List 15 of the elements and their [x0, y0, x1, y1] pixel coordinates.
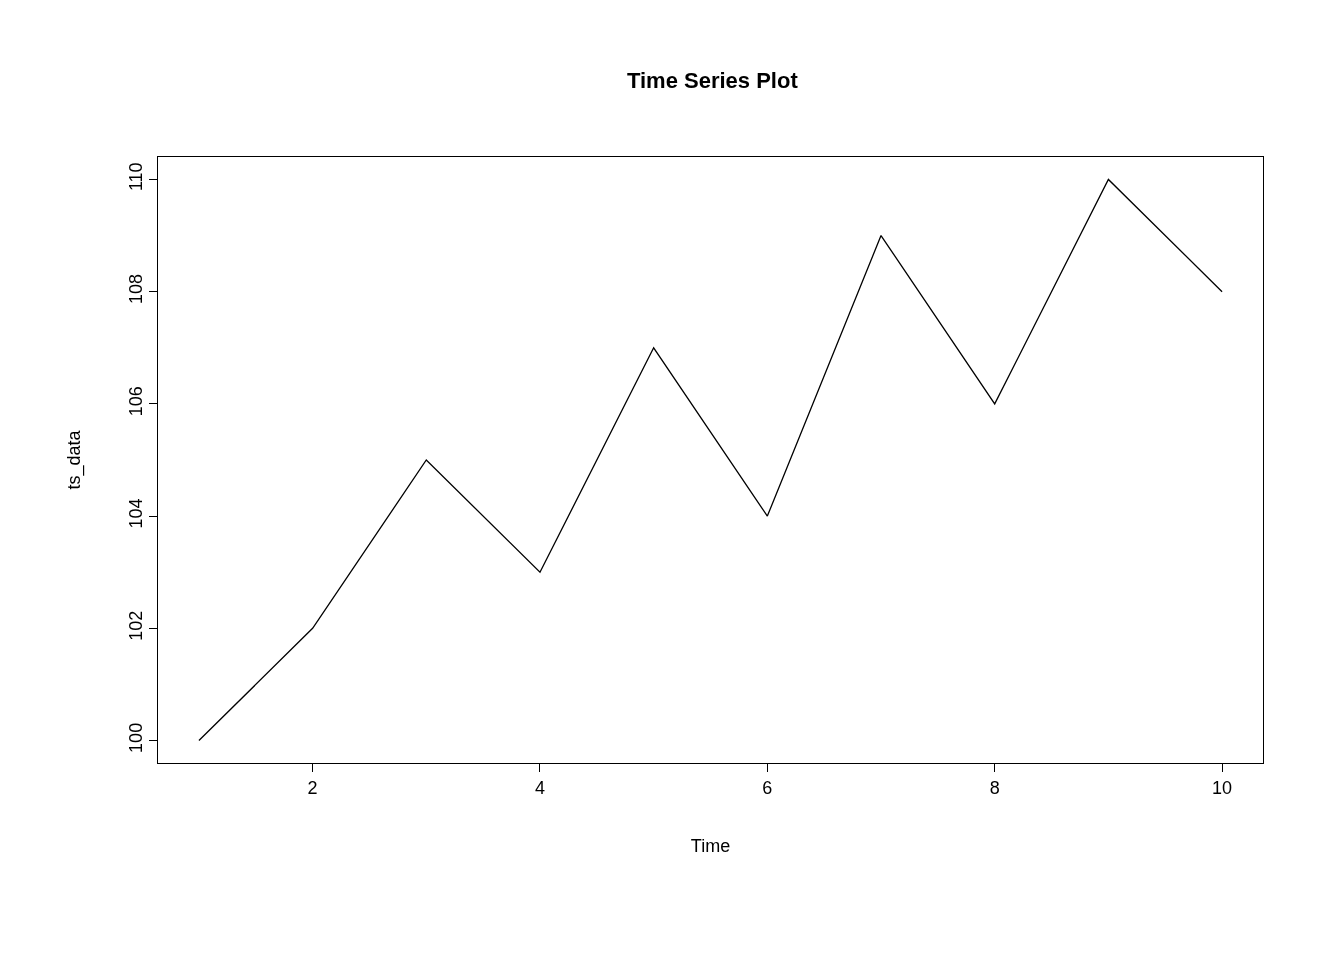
y-tick-label: 102: [125, 610, 146, 641]
y-tick-label: 100: [125, 722, 146, 753]
y-axis-title: ts_data: [64, 429, 85, 490]
chart-title: Time Series Plot: [626, 67, 799, 93]
x-tick-label: 8: [989, 777, 1000, 798]
x-tick-label: 6: [762, 777, 773, 798]
x-tick-label: 10: [1212, 777, 1233, 798]
y-tick-label: 104: [125, 498, 146, 529]
line-series: [198, 178, 1223, 742]
x-axis-title: Time: [690, 835, 731, 856]
y-tick-label: 108: [125, 273, 146, 304]
x-tick-label: 4: [534, 777, 545, 798]
y-tick-label: 110: [125, 162, 146, 192]
y-tick-label: 106: [125, 386, 146, 417]
x-tick-label: 2: [307, 777, 318, 798]
